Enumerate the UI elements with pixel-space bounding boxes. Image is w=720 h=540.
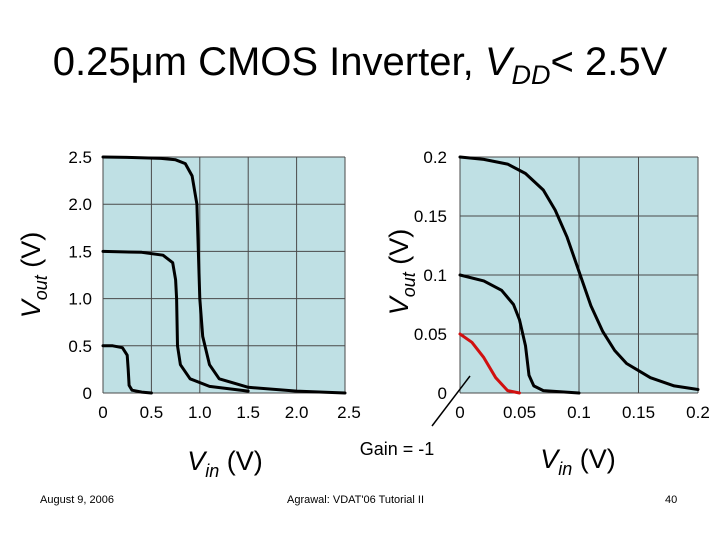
- right-y-tick-label: 0.05: [414, 325, 447, 344]
- right-x-tick-label: 0.05: [503, 403, 536, 422]
- left-x-axis-label-text: Vin (V): [187, 446, 263, 481]
- right-chart: 0 0.05 0.1 0.15 0.2 0 0.05 0.1 0.15 0.2 Vin (V) Vou…: [384, 148, 710, 479]
- right-y-tick-label: 0: [438, 384, 447, 403]
- right-x-tick-label: 0.15: [622, 403, 655, 422]
- left-x-tick-label: 0.5: [140, 403, 164, 422]
- page-title: 0.25μm CMOS Inverter, VDD< 2.5V: [52, 40, 668, 90]
- left-y-tick-label: 0: [83, 384, 92, 403]
- left-x-tick-label: 1.0: [188, 403, 212, 422]
- right-y-tick-label: 0.1: [423, 266, 447, 285]
- right-x-tick-label: 0.1: [567, 403, 591, 422]
- left-y-tick-label: 2.0: [68, 195, 92, 214]
- left-y-tick-label: 1.0: [68, 290, 92, 309]
- left-y-tick-label: 1.5: [68, 242, 92, 261]
- left-plot-area: [103, 157, 345, 393]
- footer-page-number: 40: [665, 494, 678, 506]
- left-y-axis-label: Vout (V): [16, 232, 51, 319]
- right-x-tick-label: 0.2: [686, 403, 710, 422]
- footer-center: Agrawal: VDAT'06 Tutorial II: [287, 494, 425, 506]
- vdd-0.5-curve: [101, 344, 153, 395]
- right-x-tick-label: 0: [455, 403, 464, 422]
- gain-annotation: Gain = -1: [360, 439, 435, 459]
- vdd-2.5-curve: [101, 155, 347, 395]
- right-y-tick-label: 0.2: [423, 148, 447, 167]
- vdd-1.5-curve: [101, 249, 250, 393]
- left-x-tick-label: 2.5: [337, 403, 361, 422]
- footer-date: August 9, 2006: [40, 494, 115, 506]
- left-x-tick-label: 1.5: [236, 403, 260, 422]
- left-y-tick-label: 2.5: [68, 148, 92, 167]
- vdd-0.05-curve: [458, 332, 521, 395]
- left-x-tick-label: 2.0: [285, 403, 309, 422]
- left-x-axis-label: Vin (V): [187, 446, 263, 481]
- right-y-axis-label-text: Vout (V): [384, 229, 419, 316]
- vdd-0.1-curve: [458, 273, 581, 395]
- left-y-axis-label-text: Vout (V): [16, 232, 51, 319]
- vdd-0.2-curve: [458, 155, 700, 391]
- right-x-axis-label: Vin (V): [540, 444, 616, 479]
- right-x-axis-label-text: Vin (V): [540, 444, 616, 479]
- gain-pointer-line: [431, 375, 471, 427]
- left-y-tick-label: 0.5: [68, 337, 92, 356]
- left-chart: 0 0.5 1.0 1.5 2.0 2.5 0 0.5 1.0 1.5 2.0 2.5 Vin (V) V…: [16, 148, 361, 481]
- right-y-tick-label: 0.15: [414, 207, 447, 226]
- left-x-tick-label: 0: [98, 403, 107, 422]
- right-y-axis-label: Vout (V): [384, 229, 419, 316]
